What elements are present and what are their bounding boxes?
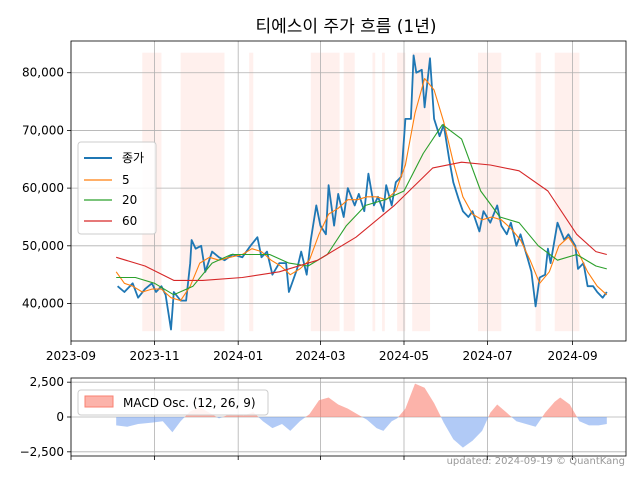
macd-legend-swatch	[84, 395, 114, 408]
macd-legend: MACD Osc. (12, 26, 9)	[77, 389, 269, 416]
price-lines	[115, 54, 608, 331]
shaded-period	[554, 52, 580, 332]
legend-label-ma20: 20	[122, 193, 137, 207]
series-line-1	[115, 77, 608, 302]
series-line-3	[116, 161, 607, 281]
macd-positive-area	[488, 404, 512, 417]
x-tick-label: 2023-09	[46, 349, 96, 363]
y-tick-label: 60,000	[22, 181, 64, 195]
shaded-period	[535, 52, 542, 332]
x-tick-label: 2024-05	[379, 349, 429, 363]
macd-positive-area	[222, 412, 259, 417]
y-tick-label: 80,000	[22, 66, 64, 80]
legend-box	[77, 141, 157, 235]
macd-positive-area	[305, 397, 363, 417]
main-frame	[70, 40, 627, 342]
macd-y-tick-label: 2,500	[30, 375, 64, 389]
macd-negative-area	[258, 417, 306, 431]
shaded-periods	[142, 52, 580, 332]
macd-legend-box	[77, 389, 269, 416]
macd-y-tick-label: −2,500	[20, 445, 64, 459]
macd-positive-area	[542, 397, 577, 417]
legend-label-ma60: 60	[122, 214, 137, 228]
macd-negative-area	[216, 417, 223, 419]
shaded-period	[249, 52, 254, 332]
legend-label-ma5: 5	[122, 173, 130, 187]
legend: 종가 5 20 60	[77, 141, 157, 235]
main-grid	[70, 41, 626, 341]
macd-positive-area	[398, 383, 441, 417]
macd-negative-area	[116, 417, 185, 433]
chart-title: 티에스이 주가 흐름 (1년)	[255, 17, 436, 37]
main-axes: 2023-09 2023-11 2024-01 2024-03 2024-05 2024-…	[22, 40, 627, 363]
macd-negative-area	[441, 417, 489, 448]
macd-negative-area	[577, 417, 607, 426]
y-tick-label: 40,000	[22, 297, 64, 311]
y-tick-label: 50,000	[22, 239, 64, 253]
macd-negative-area	[511, 417, 543, 427]
macd-negative-area	[362, 417, 399, 431]
macd-oscillator-area	[116, 383, 607, 448]
macd-frame	[70, 377, 627, 457]
macd-legend-label: MACD Osc. (12, 26, 9)	[123, 396, 256, 410]
x-tick-label: 2024-09	[547, 349, 597, 363]
shaded-period	[478, 52, 502, 332]
x-tick-label: 2024-07	[463, 349, 513, 363]
updated-footer: updated: 2024-09-19 © QuantKang	[447, 456, 625, 467]
shaded-period	[412, 52, 431, 332]
shaded-period	[382, 52, 385, 332]
shaded-period	[372, 52, 376, 332]
legend-label-close: 종가	[122, 151, 144, 165]
y-tick-label: 70,000	[22, 123, 64, 137]
x-tick-label: 2023-11	[130, 349, 180, 363]
shaded-period	[310, 52, 340, 332]
x-tick-label: 2024-03	[295, 349, 345, 363]
series-line-2	[116, 124, 607, 296]
x-tick-label: 2024-01	[213, 349, 263, 363]
macd-y-tick-label: 0	[56, 410, 64, 424]
macd-axes: 2,500 0 −2,500	[20, 375, 627, 460]
